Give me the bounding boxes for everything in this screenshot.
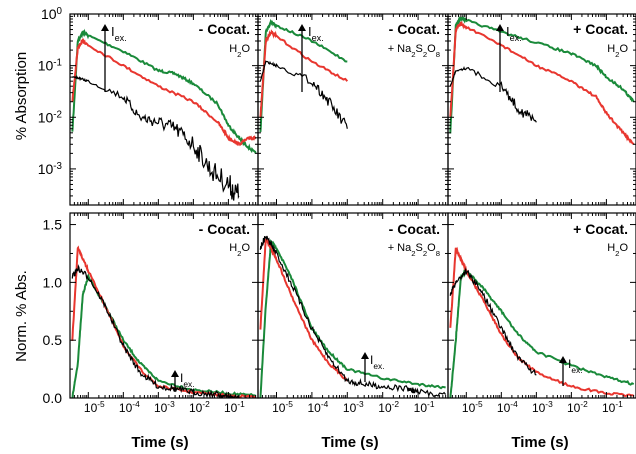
cocat-label-bottom-1: - Cocat. [199, 221, 250, 237]
top-ylabel: % Absorption [13, 52, 30, 140]
series-red-top-p1 [71, 37, 257, 147]
top-ytick-labels: 100 10-1 10-2 10-3 [38, 6, 63, 177]
plot-area-top-2 [259, 18, 349, 133]
bottom-ytick-label: 0.0 [43, 390, 63, 406]
series-green-top-p3 [449, 14, 635, 134]
series-green-bottom-p2 [259, 239, 446, 398]
plot-area-bottom-3 [449, 246, 635, 398]
panels: - Cocat. H2O Iex. - Cocat. H2O Iex. 10-5 10-4 10… [69, 13, 636, 415]
iex-label-top-1: Iex. [111, 24, 127, 43]
xtick-label-p3: 10-3 [532, 399, 553, 415]
series-green-bottom-p3 [449, 268, 635, 398]
xlabel-1: Time (s) [131, 434, 188, 451]
xtick-label-p1: 10-2 [189, 399, 210, 415]
xtick-label-p2: 10-2 [378, 399, 399, 415]
panel-bottom-2: - Cocat. + Na2S2O8 Iex. [257, 212, 449, 399]
xtick-label-p1: 10-4 [119, 399, 140, 415]
solvent-label-top-2: + Na2S2O8 [388, 43, 440, 59]
solvent-label-top-1: H2O [229, 43, 250, 59]
series-red-top-p3 [449, 20, 635, 146]
frame-bottom-1 [69, 212, 259, 399]
iex-label-bottom-1: Iex. [180, 371, 195, 389]
xtick-label-p3: 10-1 [602, 399, 623, 415]
xtick-label-p2: 10-1 [414, 399, 435, 415]
cocat-label-top-2: - Cocat. [389, 21, 440, 37]
xtick-label-p3: 10-2 [567, 399, 588, 415]
plot-area-bottom-1 [71, 245, 256, 398]
xtick-label-p3: 10-5 [462, 399, 483, 415]
panel-top-1: - Cocat. H2O Iex. [69, 13, 259, 206]
series-black-bottom-p3 [449, 267, 537, 376]
bottom-ytick-label: 1.0 [43, 274, 63, 290]
iex-label-top-2: Iex. [308, 24, 324, 43]
bottom-ylabel: Norm. % Abs. [13, 270, 30, 362]
xtick-label-p1: 10-5 [84, 399, 105, 415]
series-black-top-p1 [72, 74, 240, 201]
panel-top-3: + Cocat. H2O Iex. [447, 13, 636, 206]
iex-label-top-3: Iex. [506, 24, 522, 43]
top-ytick-label: 10-1 [38, 57, 62, 74]
series-green-top-p2 [259, 18, 348, 133]
top-ytick-label: 10-3 [38, 160, 63, 177]
series-red-bottom-p1 [71, 245, 256, 398]
panel-bottom-1: - Cocat. H2O Iex. [69, 212, 259, 399]
plot-area-bottom-2 [259, 235, 447, 398]
series-black-top-p3 [449, 65, 537, 123]
xtick-label-p2: 10-5 [272, 399, 293, 415]
xlabel-3: Time (s) [511, 434, 568, 451]
plot-area-top-3 [449, 14, 635, 146]
series-black-bottom-p2 [259, 235, 447, 398]
iex-label-bottom-3: Iex. [568, 357, 583, 375]
iex-arrow-bottom-1-head [171, 370, 179, 377]
series-green-top-p1 [71, 28, 257, 154]
series-black-bottom-p1 [71, 264, 239, 398]
frame-top-3 [447, 13, 636, 206]
series-red-top-p2 [259, 29, 349, 118]
frame-bottom-3 [447, 212, 636, 399]
solvent-label-bottom-2: + Na2S2O8 [388, 242, 440, 258]
xtick-label-p3: 10-4 [497, 399, 518, 415]
iex-arrow-bottom-3-head [559, 356, 567, 363]
xlabel-2: Time (s) [321, 434, 378, 451]
cocat-label-bottom-2: - Cocat. [389, 221, 440, 237]
series-green-bottom-p1 [71, 272, 256, 398]
panel-bottom-3: + Cocat. H2O Iex. [447, 212, 636, 399]
cocat-label-bottom-3: + Cocat. [573, 221, 628, 237]
cocat-label-top-3: + Cocat. [573, 21, 628, 37]
bottom-ytick-label: 0.5 [43, 332, 63, 348]
series-red-bottom-p3 [449, 246, 634, 397]
bottom-ytick-label: 1.5 [43, 217, 63, 233]
solvent-label-bottom-3: H2O [607, 242, 628, 258]
iex-arrow-top-2-head [298, 24, 306, 31]
iex-arrow-bottom-2-head [361, 352, 369, 359]
iex-arrow-top-1-head [101, 24, 109, 31]
bottom-ytick-labels: 0.0 0.5 1.0 1.5 [43, 217, 63, 406]
xtick-label-p2: 10-3 [343, 399, 364, 415]
solvent-label-top-3: H2O [607, 43, 628, 59]
cocat-label-top-1: - Cocat. [199, 21, 250, 37]
top-ytick-label: 10-2 [38, 109, 62, 126]
solvent-label-bottom-1: H2O [229, 242, 250, 258]
series-black-top-p2 [259, 60, 348, 129]
plot-area-top-1 [71, 28, 257, 201]
panel-top-2: - Cocat. + Na2S2O8 Iex. [257, 13, 449, 206]
iex-arrow-top-3-head [496, 24, 504, 31]
xtick-label-p1: 10-1 [224, 399, 245, 415]
xtick-label-p1: 10-3 [154, 399, 175, 415]
top-ytick-label: 100 [41, 6, 63, 23]
xtick-label-p2: 10-4 [307, 399, 328, 415]
iex-label-bottom-2: Iex. [370, 353, 385, 371]
